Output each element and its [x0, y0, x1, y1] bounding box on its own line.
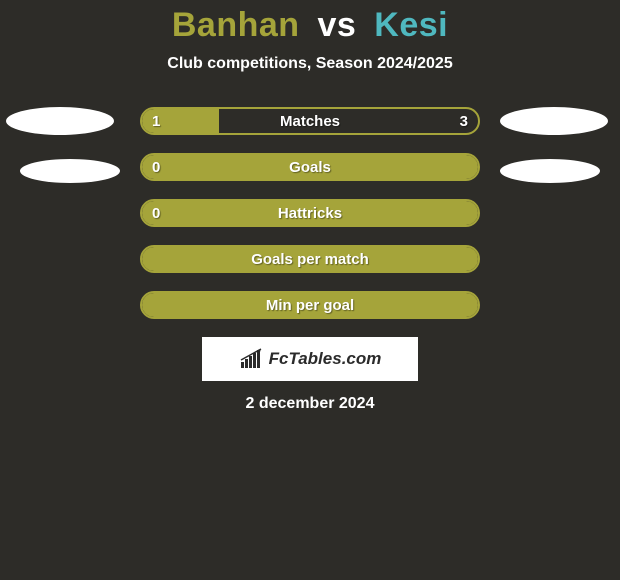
brand-box: FcTables.com: [202, 337, 418, 381]
stats-area: Matches13Goals0Hattricks0Goals per match…: [0, 107, 620, 319]
stat-value-left: 0: [152, 201, 160, 225]
stat-row: Goals per match: [140, 245, 480, 273]
stat-row: Goals0: [140, 153, 480, 181]
comparison-infographic: Banhan vs Kesi Club competitions, Season…: [0, 0, 620, 580]
stat-value-right: 3: [460, 109, 468, 133]
stat-value-left: 0: [152, 155, 160, 179]
date-text: 2 december 2024: [0, 395, 620, 413]
brand-text: FcTables.com: [269, 349, 382, 369]
subtitle: Club competitions, Season 2024/2025: [0, 55, 620, 73]
chart-icon: [239, 348, 265, 370]
decorative-ellipse: [20, 159, 120, 183]
stat-value-left: 1: [152, 109, 160, 133]
page-title: Banhan vs Kesi: [0, 0, 620, 45]
stat-label: Matches: [142, 109, 478, 133]
stat-row: Hattricks0: [140, 199, 480, 227]
vs-text: vs: [318, 6, 357, 44]
player1-name: Banhan: [172, 6, 300, 44]
stat-label: Goals: [142, 155, 478, 179]
stat-row: Matches1 3: [140, 107, 480, 135]
decorative-ellipse: [6, 107, 114, 135]
stat-label: Hattricks: [142, 201, 478, 225]
stat-label: Goals per match: [142, 247, 478, 271]
stat-row: Min per goal: [140, 291, 480, 319]
decorative-ellipse: [500, 107, 608, 135]
decorative-ellipse: [500, 159, 600, 183]
player2-name: Kesi: [374, 6, 448, 44]
stat-label: Min per goal: [142, 293, 478, 317]
